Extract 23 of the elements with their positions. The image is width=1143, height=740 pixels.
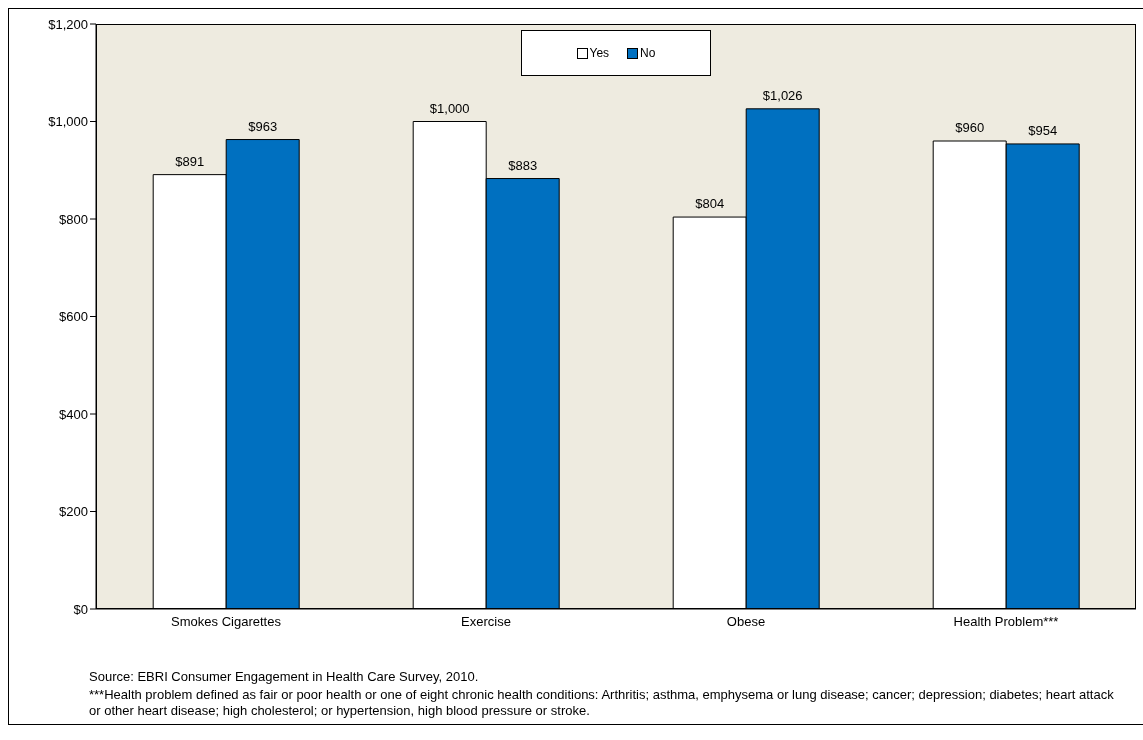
x-tick-label: Exercise [461, 614, 511, 630]
data-label: $963 [248, 118, 278, 134]
y-tick-label: $400 [59, 406, 88, 422]
legend-label: No [639, 46, 656, 60]
y-tick-label: $1,200 [48, 16, 88, 32]
y-tick-label: $600 [59, 309, 88, 325]
data-label: $954 [1028, 122, 1058, 138]
legend-label: Yes [588, 46, 610, 60]
x-tick-label: Smokes Cigarettes [171, 614, 282, 630]
y-tick-label: $200 [59, 504, 88, 520]
x-tick-label: Obese [726, 614, 766, 630]
data-label: $960 [955, 120, 985, 135]
text: ***Health problem defined as fair or poor health or one of eight chronic health conditions: Arthritis; asthma, emphysema or lung disease; cancer; depression; diabetes; heart attack or other heart disease; high cholesterol; or hypertension, high blood pressure or stroke. [89, 687, 1115, 719]
data-label: $1,026 [762, 87, 803, 103]
y-tick-label: $1,000 [48, 114, 88, 130]
data-label: $804 [695, 196, 725, 212]
source-note: Source: EBRI Consumer Engagement in Health Care Survey, 2010. [89, 669, 480, 685]
y-tick-label: $0 [73, 601, 88, 617]
data-label: $891 [175, 153, 205, 169]
data-label: $1,000 [429, 100, 470, 116]
data-label: $883 [508, 157, 538, 173]
x-tick-label: Health Problem*** [953, 614, 1059, 630]
y-tick-label: $800 [59, 211, 88, 227]
